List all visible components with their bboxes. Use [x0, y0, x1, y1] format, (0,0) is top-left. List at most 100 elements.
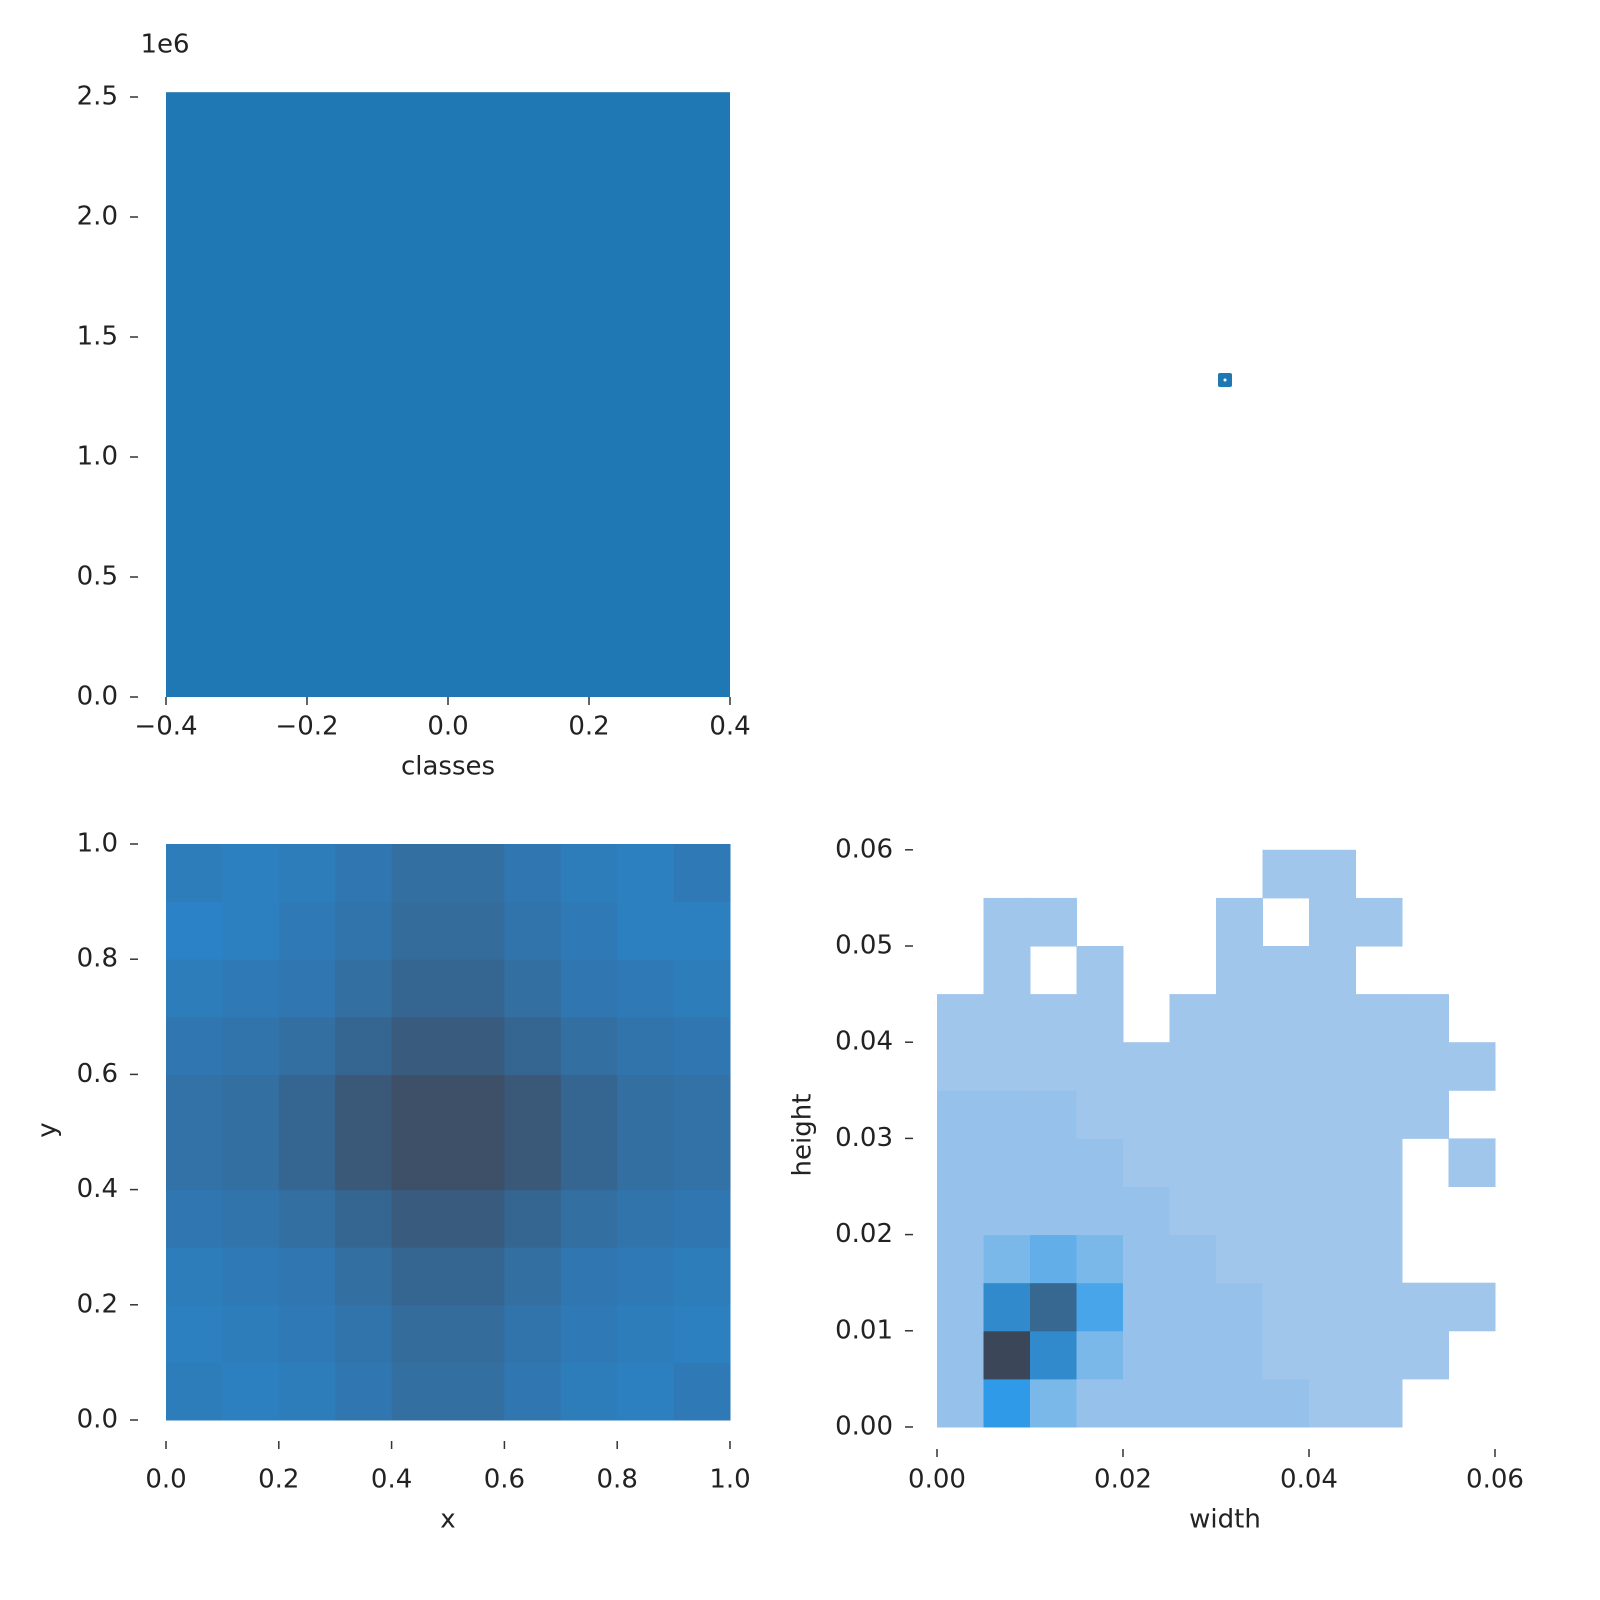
hist2d-cell: [617, 1362, 675, 1421]
hist2d-cell: [937, 1378, 984, 1428]
hist2d-cell: [1030, 1186, 1077, 1236]
hist2d-cell: [1169, 1090, 1217, 1139]
hist2d-cell: [983, 1234, 1031, 1284]
hist2d-cell: [560, 1189, 618, 1248]
hist2d-cell: [504, 1189, 562, 1248]
bar: [166, 92, 730, 697]
hist2d-cell: [1402, 1330, 1449, 1380]
hist2d-cell: [1309, 1186, 1356, 1236]
y-tick-label: 0.00: [835, 1411, 893, 1441]
hist2d-cell: [1123, 1378, 1170, 1428]
hist2d-cell: [1355, 1282, 1403, 1332]
hist2d-cell: [937, 1186, 984, 1236]
hist2d-cell: [617, 844, 675, 903]
hist2d-cell: [335, 959, 393, 1018]
hist2d-cell: [673, 959, 731, 1018]
hist2d-cell: [1169, 1378, 1217, 1428]
hist2d-cell: [1309, 1042, 1356, 1091]
hist2d-cell: [1123, 1234, 1170, 1284]
hist2d-cell: [1309, 1090, 1356, 1139]
hist2d-cell: [937, 1282, 984, 1332]
hist2d-cell: [391, 1016, 449, 1075]
hist2d-cell: [278, 1189, 336, 1248]
hist2d-cell: [391, 1132, 449, 1191]
hist2d-cell: [1402, 1042, 1449, 1091]
hist2d-cell: [504, 901, 562, 960]
hist2d-cell: [1169, 1138, 1217, 1187]
hist2d-cell: [617, 1247, 675, 1306]
hist2d-cell: [222, 959, 280, 1018]
hist2d-cell: [1262, 1234, 1310, 1284]
hist2d-cell: [937, 1234, 984, 1284]
y-tick-label: 0.03: [835, 1123, 893, 1153]
x-tick-label: 0.6: [484, 1465, 525, 1495]
hist2d-cell: [1262, 1138, 1310, 1187]
y-tick-label: 0.4: [77, 1174, 118, 1204]
hist2d-cell: [1123, 1042, 1170, 1091]
hist2d-cell: [166, 1189, 223, 1248]
y-tick-label: 1.5: [77, 322, 118, 352]
hist2d-cell: [391, 901, 449, 960]
hist2d-cell: [983, 1186, 1031, 1236]
hist2d-cell: [222, 844, 280, 903]
x-tick-label: 0.4: [709, 712, 750, 742]
x-tick-label: 0.2: [568, 712, 609, 742]
y-tick-label: 1.0: [77, 442, 118, 472]
x-tick-label: 0.8: [597, 1465, 638, 1495]
hist2d-cell: [504, 1074, 562, 1133]
hist2d-cell: [560, 1016, 618, 1075]
hist2d-cell: [673, 1189, 731, 1248]
hist2d-cell: [391, 1362, 449, 1421]
hist2d-cell: [391, 1304, 449, 1363]
hist2d-cell: [1216, 897, 1263, 947]
hist2d-cell: [1030, 1282, 1077, 1332]
hist2d-cell: [1216, 1282, 1263, 1332]
hist2d-cell: [448, 1016, 505, 1075]
hist2d-cell: [448, 1247, 505, 1306]
hist2d-cell: [673, 1074, 731, 1133]
hist2d-cell: [1355, 994, 1403, 1043]
hist2d-cell: [617, 901, 675, 960]
hist2d-cell: [560, 1304, 618, 1363]
hist2d-cell: [1355, 1186, 1403, 1236]
hist2d-cell: [983, 1042, 1031, 1091]
hist2d-cell: [1076, 1138, 1124, 1187]
hist2d-cell: [278, 1074, 336, 1133]
hist2d-cell: [335, 1074, 393, 1133]
hist2d-cell: [1169, 1234, 1217, 1284]
hist2d-cell: [1169, 1186, 1217, 1236]
hist2d-cell: [1355, 897, 1403, 947]
hist2d-cell: [1216, 1186, 1263, 1236]
hist2d-cell: [166, 1304, 223, 1363]
hist2d-cell: [1123, 1330, 1170, 1380]
hist2d-cell: [391, 1074, 449, 1133]
hist2d-cell: [1402, 1282, 1449, 1332]
hist2d-cell: [1309, 994, 1356, 1043]
hist2d-cell: [1076, 1090, 1124, 1139]
hist2d-cell: [1123, 1186, 1170, 1236]
hist2d-cell: [1448, 1138, 1496, 1187]
hist2d-cell: [1262, 1282, 1310, 1332]
hist2d-cell: [1402, 1090, 1449, 1139]
hist2d-cell: [335, 1247, 393, 1306]
hist2d-cell: [448, 844, 505, 903]
hist2d-cell: [937, 1330, 984, 1380]
hist2d-cell: [1030, 1234, 1077, 1284]
y-tick-label: 2.5: [77, 82, 118, 112]
hist2d-cell: [673, 1016, 731, 1075]
hist2d-cell: [673, 1304, 731, 1363]
hist2d-cell: [166, 1016, 223, 1075]
hist2d-cell: [335, 1132, 393, 1191]
hist2d-cell: [1309, 849, 1356, 899]
hist2d-cell: [335, 1016, 393, 1075]
hist2d-cell: [222, 1304, 280, 1363]
hist2d-cell: [983, 897, 1031, 947]
hist2d-cell: [617, 1189, 675, 1248]
hist2d-cell: [278, 1304, 336, 1363]
axis-offset-label: 1e6: [140, 30, 189, 60]
hist2d-cell: [983, 1282, 1031, 1332]
hist2d-cell: [504, 1304, 562, 1363]
hist2d-cell: [1076, 1042, 1124, 1091]
x-tick-label: 0.02: [1094, 1465, 1152, 1495]
